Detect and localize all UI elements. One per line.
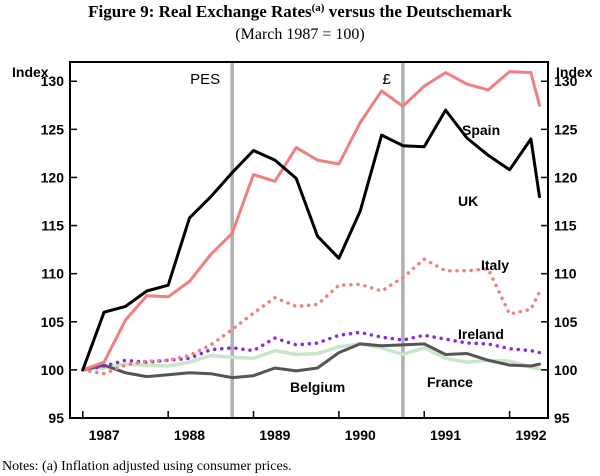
label-ireland: Ireland <box>458 326 504 342</box>
y-tick-label-left-125: 125 <box>41 121 65 137</box>
ticks <box>70 80 548 419</box>
x-tick-label-1988: 1988 <box>174 427 205 443</box>
event-lines <box>230 63 405 417</box>
y-tick-label-right-95: 95 <box>554 410 570 426</box>
series-line-uk <box>81 108 541 372</box>
label-uk: UK <box>458 193 478 209</box>
label-france: France <box>427 374 473 390</box>
series-line-belgium <box>81 342 541 380</box>
y-tick-label-right-120: 120 <box>554 169 578 185</box>
chart-title-rest: versus the Deutschemark <box>324 2 512 21</box>
y-tick-label-right-105: 105 <box>554 314 578 330</box>
x-tick-label-1987: 1987 <box>89 427 120 443</box>
y-tick-label-left-120: 120 <box>41 169 65 185</box>
y-axis-label-left: Index <box>12 64 49 80</box>
event-labels: PES £ <box>190 71 391 88</box>
y-tick-label-left-130: 130 <box>41 73 65 89</box>
y-tick-label-left-105: 105 <box>41 314 65 330</box>
event-label-0: PES <box>190 71 220 88</box>
x-tick-label-1990: 1990 <box>345 427 376 443</box>
series-line-france <box>81 342 542 372</box>
y-axis-label-right: Index <box>556 64 593 80</box>
notes: Notes: (a) Inflation adjusted using cons… <box>2 459 292 474</box>
label-belgium: Belgium <box>290 379 345 395</box>
y-tick-label-right-110: 110 <box>554 266 577 282</box>
y-tick-label-left-110: 110 <box>41 266 64 282</box>
event-label-1: £ <box>383 71 392 88</box>
chart-title: Figure 9: Real Exchange Rates(a) versus … <box>88 2 512 21</box>
series-lines <box>81 70 542 380</box>
chart-title-main: Figure 9: Real Exchange Rates <box>88 2 312 21</box>
chart-title-superscript: (a) <box>312 2 325 14</box>
y-tick-label-right-125: 125 <box>554 121 578 137</box>
y-tick-label-right-115: 115 <box>554 218 577 234</box>
y-tick-label-left-100: 100 <box>41 362 65 378</box>
chart-subtitle: (March 1987 = 100) <box>235 26 364 43</box>
series-line-ireland <box>81 330 542 372</box>
x-tick-label-1992: 1992 <box>515 427 546 443</box>
y-tick-label-right-100: 100 <box>554 362 578 378</box>
x-tick-label-1989: 1989 <box>259 427 290 443</box>
x-tick-label-1991: 1991 <box>430 427 461 443</box>
series-line-spain <box>81 70 533 372</box>
label-italy: Italy <box>481 257 509 273</box>
series-line-spain-end <box>529 71 541 107</box>
label-spain: Spain <box>462 122 500 138</box>
plot-frame <box>69 61 549 419</box>
y-tick-label-right-130: 130 <box>554 73 578 89</box>
y-tick-label-left-95: 95 <box>48 410 64 426</box>
series-line-italy <box>81 257 542 376</box>
y-tick-label-left-115: 115 <box>41 218 64 234</box>
tick-labels: 95 95 100 100 105 105 110 110 115 115 120 120 125 125… <box>41 73 578 443</box>
